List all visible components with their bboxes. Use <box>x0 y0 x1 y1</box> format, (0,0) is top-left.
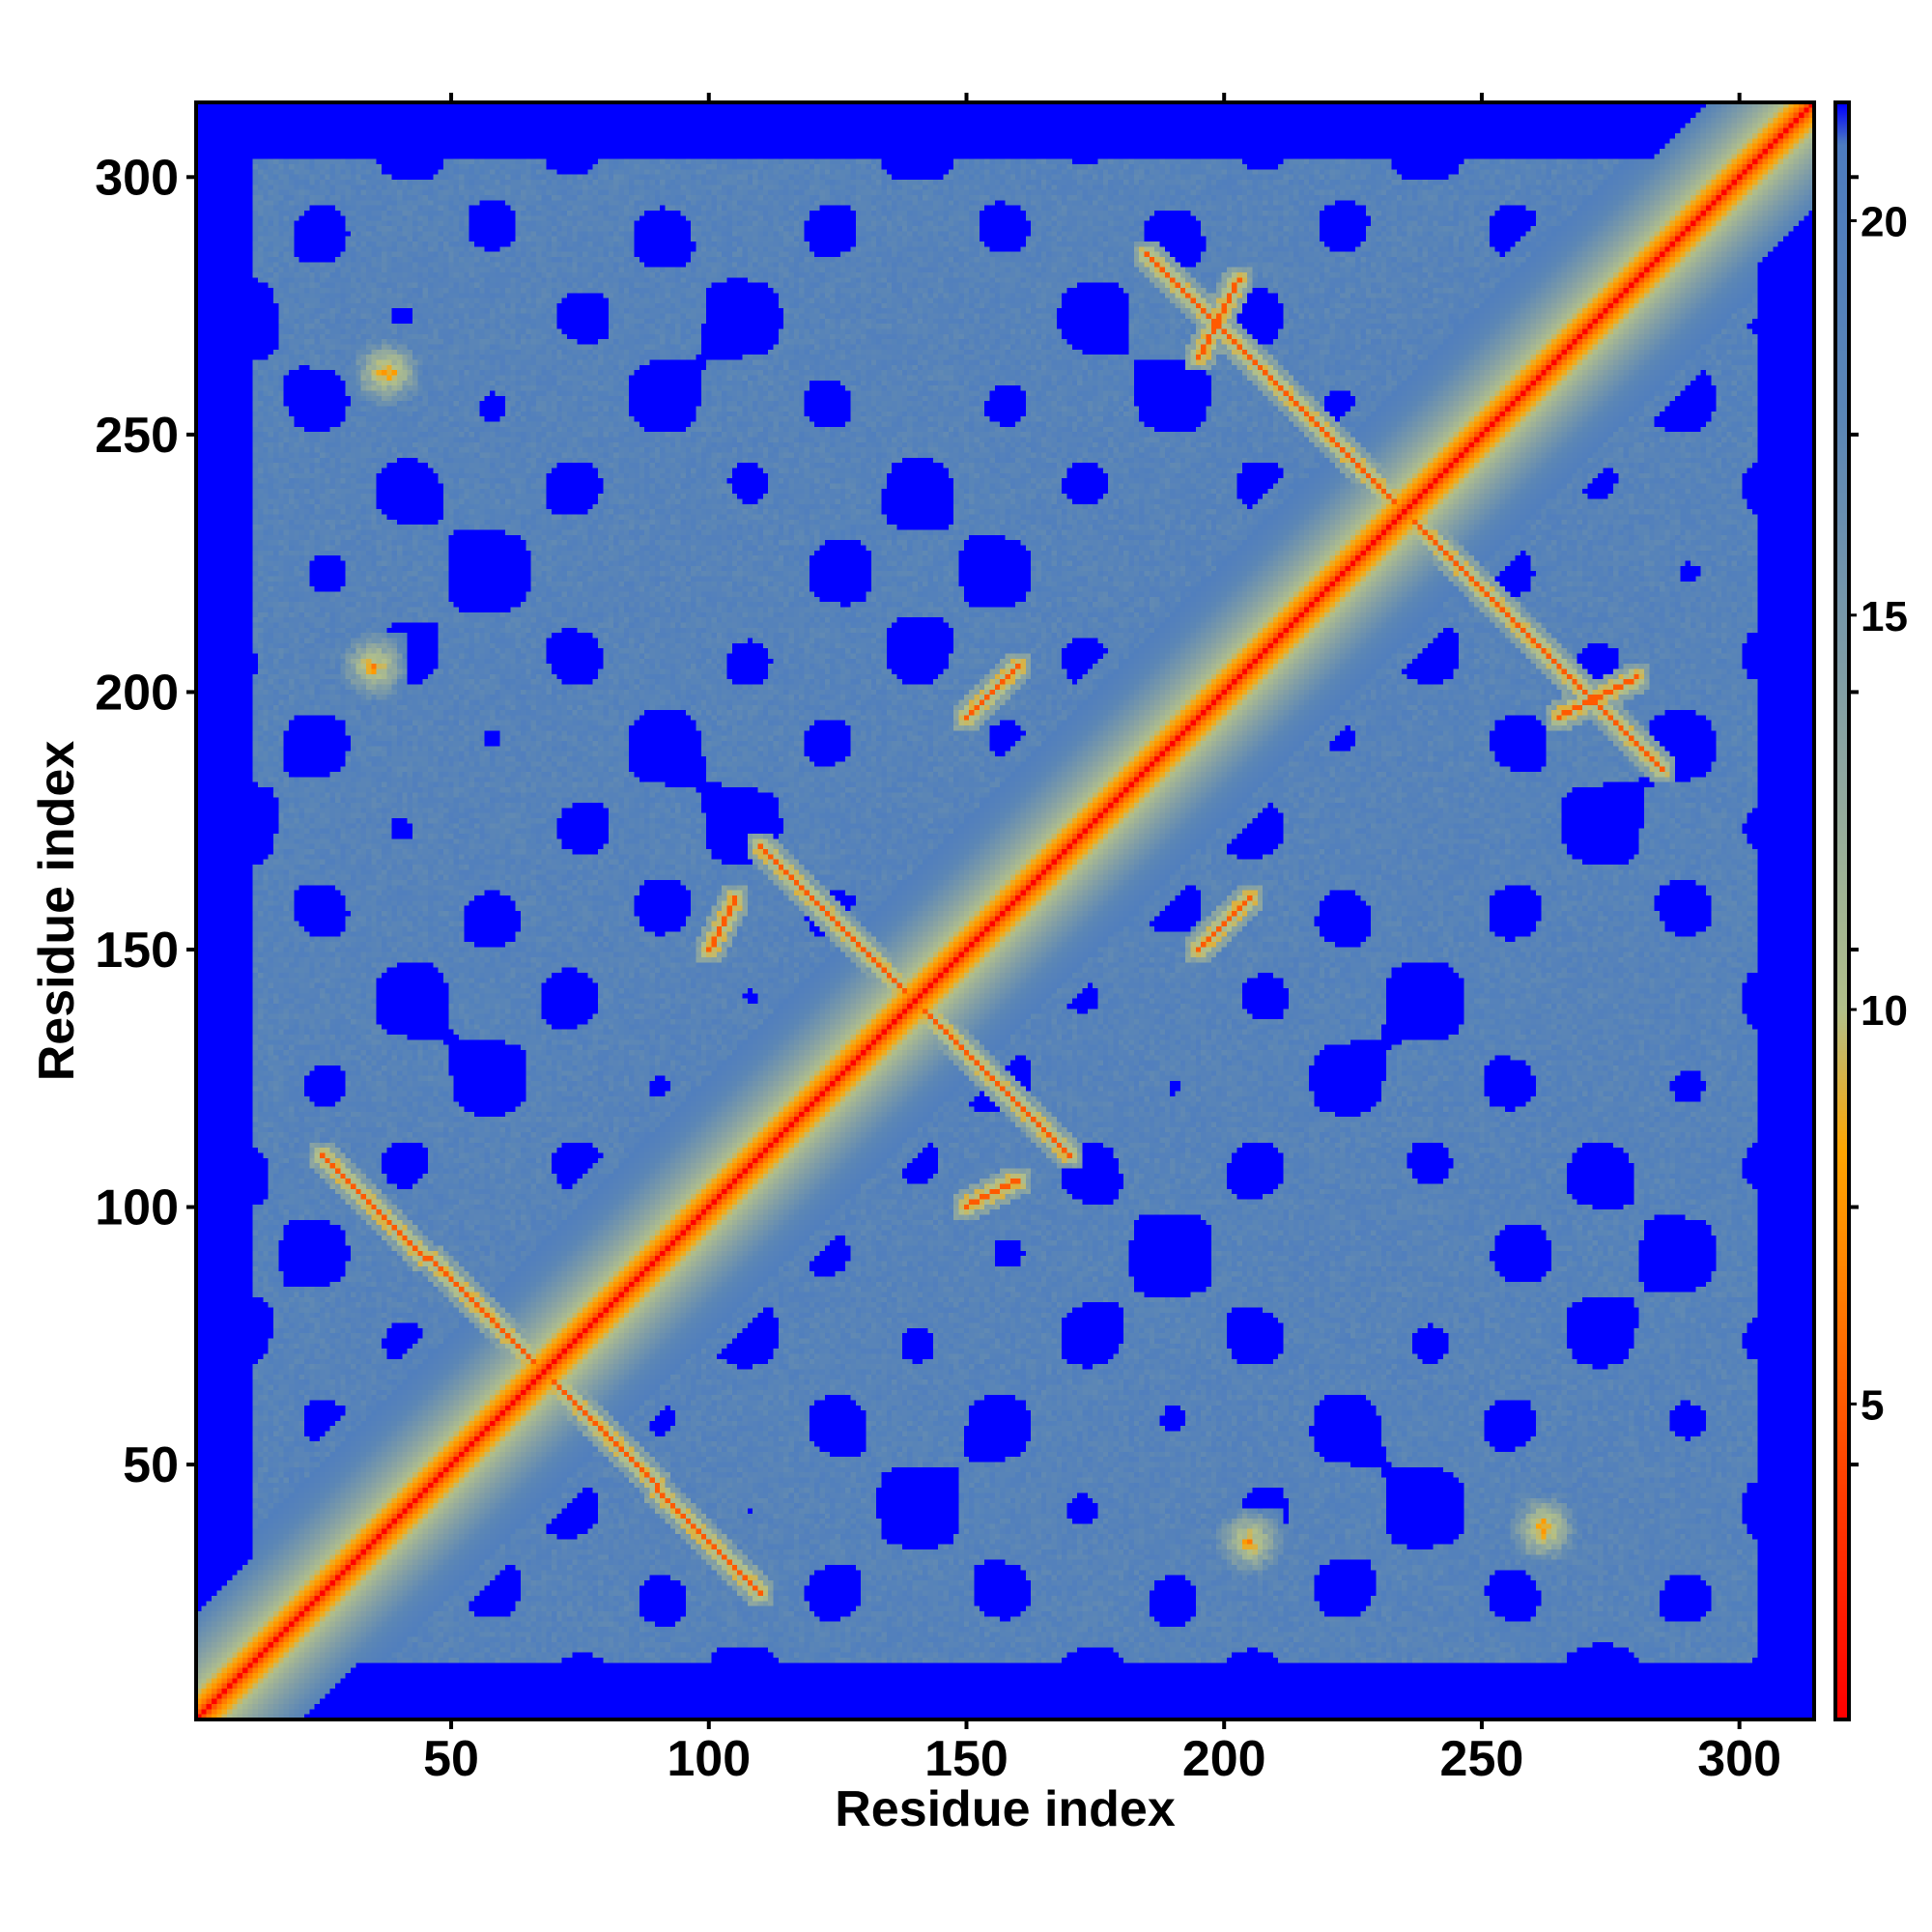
colorbar-tick-label: 5 <box>1861 1381 1884 1429</box>
x-tick-label: 150 <box>924 1731 1009 1787</box>
y-tick-label: 50 <box>123 1437 179 1493</box>
y-tick-label: 100 <box>95 1180 179 1236</box>
colorbar <box>1835 102 1849 1719</box>
y-axis-title: Residue index <box>29 741 85 1082</box>
colorbar-frame <box>1833 100 1851 1721</box>
y-tick-label: 200 <box>95 665 179 721</box>
heatmap-plot-area <box>196 102 1814 1719</box>
x-axis: 50 100 150 200 250 300 <box>423 93 1781 1787</box>
y-axis: 50 100 150 200 250 300 <box>95 150 1859 1493</box>
x-tick-label: 250 <box>1440 1731 1524 1787</box>
y-tick-label: 150 <box>95 923 179 979</box>
y-tick-label: 250 <box>95 408 179 464</box>
colorbar-tick-label: 10 <box>1861 987 1908 1035</box>
plot-frame <box>194 100 1816 1721</box>
colorbar-tick-label: 15 <box>1861 593 1908 640</box>
colorbar-axis: 5 10 15 20 <box>1849 198 1908 1429</box>
x-tick-label: 300 <box>1697 1731 1781 1787</box>
y-tick-label: 300 <box>95 150 179 206</box>
x-axis-title: Residue index <box>835 1781 1176 1837</box>
x-tick-label: 50 <box>423 1731 479 1787</box>
x-tick-label: 200 <box>1182 1731 1266 1787</box>
colorbar-tick-label: 20 <box>1861 198 1908 245</box>
x-tick-label: 100 <box>667 1731 751 1787</box>
